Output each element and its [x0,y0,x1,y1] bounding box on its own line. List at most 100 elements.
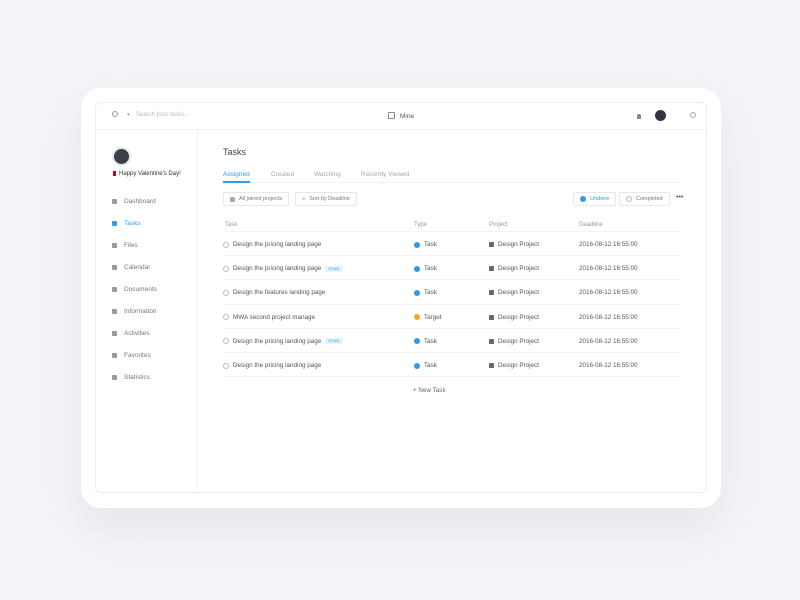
task-icon [414,362,420,369]
sidebar-item-information[interactable]: Information [112,308,157,315]
activity-icon [112,331,117,336]
tab-assigned[interactable]: Assigned [223,171,250,178]
undone-toggle[interactable]: Undone [573,192,617,206]
dashboard-icon [112,199,117,204]
task-badge: ST-600 [325,265,343,272]
tab-watching[interactable]: Watching [314,171,341,178]
label: Favorites [124,352,151,359]
project-name[interactable]: Design Project [498,337,539,345]
project-icon [489,290,494,296]
mine-filter[interactable]: Mine [400,113,415,120]
table-row[interactable]: Design the pricing landing page ST-600 Ta… [223,255,680,279]
deadline: 2016-08-12 16:55:00 [579,265,638,273]
project-icon [489,363,494,368]
label: Calendar [124,264,151,271]
table-row[interactable]: MWA second project manage Target Design … [223,303,680,328]
task-name[interactable]: Design the pricing landing page [233,337,322,345]
sidebar-item-dashboard[interactable]: Dashboard [112,198,156,205]
tab-created[interactable]: Created [271,171,295,178]
project-name[interactable]: Design Project [498,362,539,369]
search-input[interactable]: Search your tasks... [136,112,190,118]
sidebar-item-statistics[interactable]: Statistics [112,374,150,381]
sidebar-item-favorites[interactable]: Favorites [112,352,151,359]
completed-toggle[interactable]: Completed [619,192,670,206]
label: Information [124,308,157,315]
files-icon [112,243,117,248]
target-icon [414,314,420,321]
radio-icon [626,196,632,202]
deadline: 2016-08-12 16:55:00 [579,337,638,345]
calendar-icon [112,265,117,270]
label: Statistics [124,374,151,381]
task-icon [414,289,420,296]
search-icon[interactable] [112,111,118,117]
task-type: Target [424,313,442,321]
tasks-icon [112,221,117,226]
new-task-button[interactable]: + New Task [413,387,446,394]
table-bottom-divider [223,376,680,378]
project-icon [489,242,494,247]
task-name[interactable]: Design the pricing landing page [233,265,322,273]
task-name[interactable]: Design the features landing page [233,289,326,297]
list-icon [388,112,395,119]
table-row[interactable]: Design the pricing landing page Task Des… [223,231,680,255]
checkbox-icon[interactable] [223,265,229,272]
label: Activities [124,330,150,337]
project-name[interactable]: Design Project [498,265,539,273]
checkbox-icon[interactable] [223,362,229,369]
project-name[interactable]: Design Project [498,289,539,297]
app-window: ▼ Search your tasks... Mine Happy Valent… [95,102,707,493]
deadline: 2016-08-12 16:55:00 [579,313,638,321]
sidebar-item-documents[interactable]: Documents [112,286,157,293]
projects-filter-button[interactable]: All joined projects [223,192,290,206]
label: Tasks [124,220,141,227]
checkbox-icon[interactable] [223,241,229,248]
label: Sort by Deadline [309,196,350,202]
task-icon [414,338,420,345]
project-name[interactable]: Design Project [498,313,539,321]
project-icon [489,314,494,320]
cube-icon [230,196,235,202]
user-avatar[interactable] [112,147,131,166]
radio-checked-icon [580,196,586,202]
deadline: 2016-08-12 16:55:00 [579,241,638,248]
task-type: Task [424,362,437,369]
filter-icon[interactable]: ▼ [126,112,131,118]
tab-recently-viewed[interactable]: Recently Viewed [361,171,410,178]
task-name[interactable]: MWA second project manage [233,313,316,321]
top-bar: ▼ Search your tasks... Mine [96,103,706,130]
table-row[interactable]: Design the pricing landing page Task Des… [223,352,680,376]
sidebar-item-files[interactable]: Files [112,242,138,249]
task-type: Task [424,337,437,345]
avatar[interactable] [655,110,666,121]
task-type: Task [424,289,437,297]
sidebar-item-calendar[interactable]: Calendar [112,264,150,271]
task-name[interactable]: Design the pricing landing page [233,241,322,248]
sort-button[interactable]: ≡ Sort by Deadline [295,192,357,206]
active-tab-indicator [223,181,250,183]
column-header-project[interactable]: Project [489,222,508,228]
column-header-type[interactable]: Type [414,222,428,228]
column-header-task[interactable]: Task [225,222,238,228]
more-icon[interactable]: ••• [676,194,684,201]
checkbox-icon[interactable] [223,338,229,345]
task-type: Task [424,241,437,248]
greeting: Happy Valentine's Day! [119,171,181,177]
table-row[interactable]: Design the pricing landing page ST-600 Ta… [223,327,680,352]
task-name[interactable]: Design the pricing landing page [233,362,322,369]
settings-icon[interactable] [690,112,696,118]
label: Files [124,242,138,249]
sidebar-item-tasks[interactable]: Tasks [112,220,141,227]
sidebar-item-activities[interactable]: Activities [112,330,150,337]
column-header-deadline[interactable]: Deadline [579,222,603,228]
document-icon [112,287,117,292]
project-name[interactable]: Design Project [498,241,539,248]
bookmark-icon [112,353,117,358]
checkbox-icon[interactable] [223,289,229,296]
deadline: 2016-08-12 16:55:00 [579,362,638,369]
project-icon [489,266,494,272]
table-row[interactable]: Design the features landing page Task De… [223,279,680,303]
label: Completed [636,196,663,202]
checkbox-icon[interactable] [223,314,229,321]
bell-icon[interactable] [637,114,641,119]
